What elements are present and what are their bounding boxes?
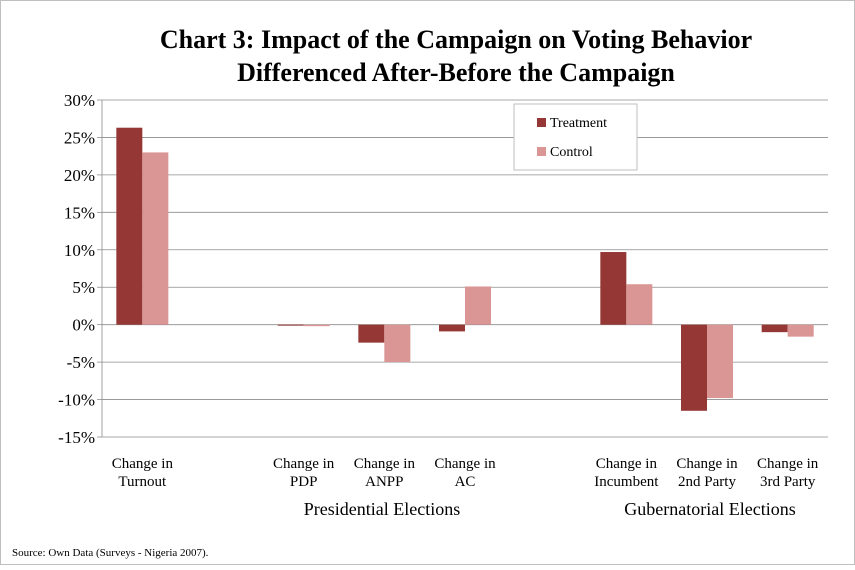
- x-tick-label: Change in: [757, 456, 819, 472]
- bar-control-6: [626, 284, 652, 324]
- bar-control-8: [788, 325, 814, 337]
- x-tick-label: Change in: [112, 456, 174, 472]
- chart-title-line2: Differenced After-Before the Campaign: [237, 58, 675, 87]
- x-tick-label: Change in: [273, 456, 335, 472]
- y-tick-label: 10%: [64, 241, 95, 260]
- legend: Treatment Control: [514, 104, 637, 170]
- x-tick-label: Change in: [434, 456, 496, 472]
- x-tick-label: Change in: [676, 456, 738, 472]
- bar-treatment-3: [358, 325, 384, 343]
- group-label-gubernatorial: Gubernatorial Elections: [624, 499, 795, 519]
- legend-swatch-treatment: [537, 118, 546, 127]
- bar-control-3: [384, 325, 410, 362]
- x-tick-label: PDP: [290, 474, 318, 490]
- legend-swatch-control: [537, 147, 546, 156]
- bar-treatment-8: [762, 325, 788, 332]
- bar-control-4: [465, 286, 491, 324]
- group-label-presidential: Presidential Elections: [304, 499, 460, 519]
- y-tick-label: -15%: [58, 428, 95, 447]
- y-tick-label: 25%: [64, 128, 95, 147]
- chart-title-line1: Chart 3: Impact of the Campaign on Votin…: [160, 25, 752, 54]
- bar-treatment-0: [116, 128, 142, 325]
- x-tick-label: Turnout: [118, 474, 167, 490]
- y-tick-label: 5%: [72, 278, 95, 297]
- bar-treatment-6: [600, 252, 626, 325]
- legend-label-treatment: Treatment: [550, 116, 607, 131]
- bar-treatment-2: [278, 325, 304, 326]
- bar-treatment-4: [439, 325, 465, 332]
- legend-box: [514, 104, 637, 170]
- legend-label-control: Control: [550, 145, 593, 160]
- x-tick-label: ANPP: [365, 474, 403, 490]
- x-tick-label: AC: [455, 474, 476, 490]
- bar-control-2: [304, 325, 330, 326]
- y-tick-label: 0%: [72, 316, 95, 335]
- y-tick-label: -10%: [58, 391, 95, 410]
- x-tick-label: Change in: [596, 456, 658, 472]
- y-tick-label: 15%: [64, 203, 95, 222]
- x-tick-label: Change in: [354, 456, 416, 472]
- bar-control-7: [707, 325, 733, 398]
- y-tick-label: -5%: [67, 353, 95, 372]
- x-tick-label: Incumbent: [594, 474, 659, 490]
- bar-control-0: [142, 152, 168, 324]
- bar-treatment-7: [681, 325, 707, 411]
- source-note: Source: Own Data (Surveys - Nigeria 2007…: [12, 547, 209, 559]
- y-tick-label: 30%: [64, 91, 95, 110]
- x-tick-label: 2nd Party: [678, 474, 736, 490]
- y-tick-label: 20%: [64, 166, 95, 185]
- x-tick-label: 3rd Party: [760, 474, 816, 490]
